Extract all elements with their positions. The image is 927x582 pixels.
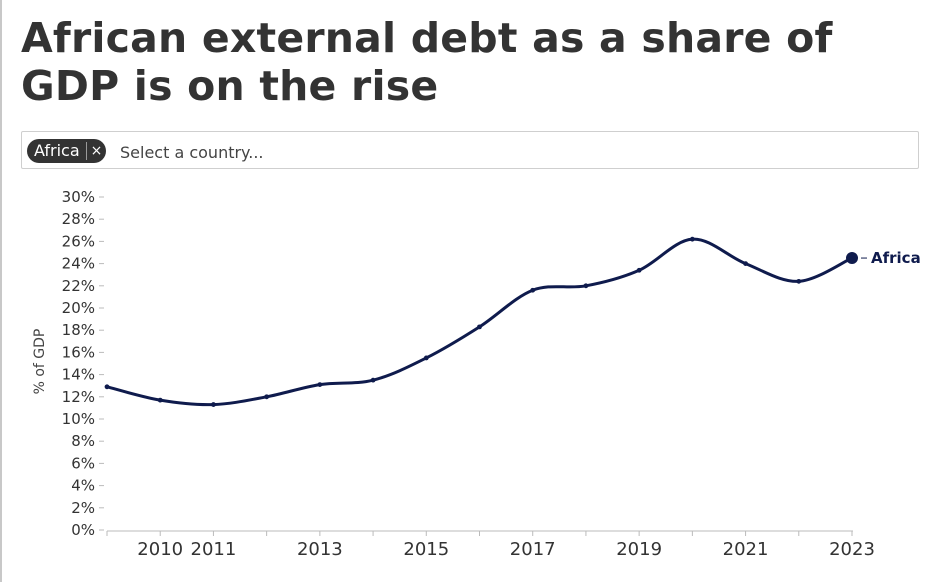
page-title: African external debt as a share of GDP …	[21, 14, 833, 110]
data-point	[157, 397, 163, 403]
selected-country-chip: Africa ×	[27, 139, 107, 163]
series-end-point	[846, 252, 858, 265]
country-selector[interactable]: Africa ×	[21, 131, 919, 169]
data-point	[317, 382, 323, 387]
data-point	[689, 236, 695, 242]
x-tick-label: 2013	[297, 539, 343, 560]
chip-divider	[85, 142, 87, 160]
y-tick-label: 26%	[62, 232, 95, 250]
series-group: Africa	[104, 236, 921, 407]
y-tick-label: 30%	[62, 188, 95, 206]
y-axis: 0% 2% 4% 6% 8% 10% 12% 14% 16% 18% 20% 22% 24% 26% 28%…	[62, 188, 104, 539]
y-tick-label: 18%	[62, 321, 95, 339]
data-point	[477, 324, 482, 330]
x-tick-label: 2019	[616, 539, 662, 560]
y-tick-label: 22%	[62, 277, 95, 295]
remove-chip-icon[interactable]: ×	[90, 143, 103, 159]
data-point	[264, 394, 270, 400]
x-tick-label: 2023	[829, 539, 875, 560]
x-tick-label: 2010	[137, 539, 183, 560]
x-tick-label: 2011	[191, 539, 237, 560]
x-tick-label: 2015	[403, 539, 449, 560]
data-point	[530, 287, 536, 293]
data-point	[583, 283, 589, 289]
line-chart: 0% 2% 4% 6% 8% 10% 12% 14% 16% 18% 20% 22% 24% 26% 28%…	[32, 188, 921, 560]
x-tick-label: 2021	[723, 539, 769, 560]
y-tick-label: 8%	[71, 432, 95, 450]
y-tick-label: 10%	[62, 410, 95, 428]
y-tick-label: 28%	[62, 210, 95, 228]
data-point	[796, 278, 802, 284]
y-tick-label: 14%	[62, 366, 95, 384]
series-line-africa	[106, 237, 853, 407]
data-point	[636, 267, 642, 273]
y-tick-label: 6%	[71, 454, 95, 472]
x-tick-label: 2017	[510, 539, 556, 560]
data-point	[211, 402, 216, 407]
data-point	[104, 384, 110, 390]
country-search-input[interactable]	[118, 137, 902, 167]
y-tick-label: 24%	[62, 255, 95, 273]
chip-label: Africa	[34, 141, 80, 160]
x-axis: 2010 2011 2013 2015 2017 2019 2021 2023	[106, 530, 875, 560]
data-point	[743, 261, 748, 266]
series-label: Africa	[871, 249, 921, 267]
left-frame-border	[0, 0, 2, 582]
y-axis-label: % of GDP	[32, 329, 48, 395]
y-tick-label: 0%	[71, 521, 95, 539]
data-point	[423, 355, 429, 361]
data-point	[370, 377, 376, 383]
y-tick-label: 2%	[71, 499, 95, 517]
y-tick-label: 20%	[62, 299, 95, 317]
y-tick-label: 12%	[62, 388, 95, 406]
y-tick-label: 4%	[71, 477, 95, 495]
y-tick-label: 16%	[62, 343, 95, 361]
